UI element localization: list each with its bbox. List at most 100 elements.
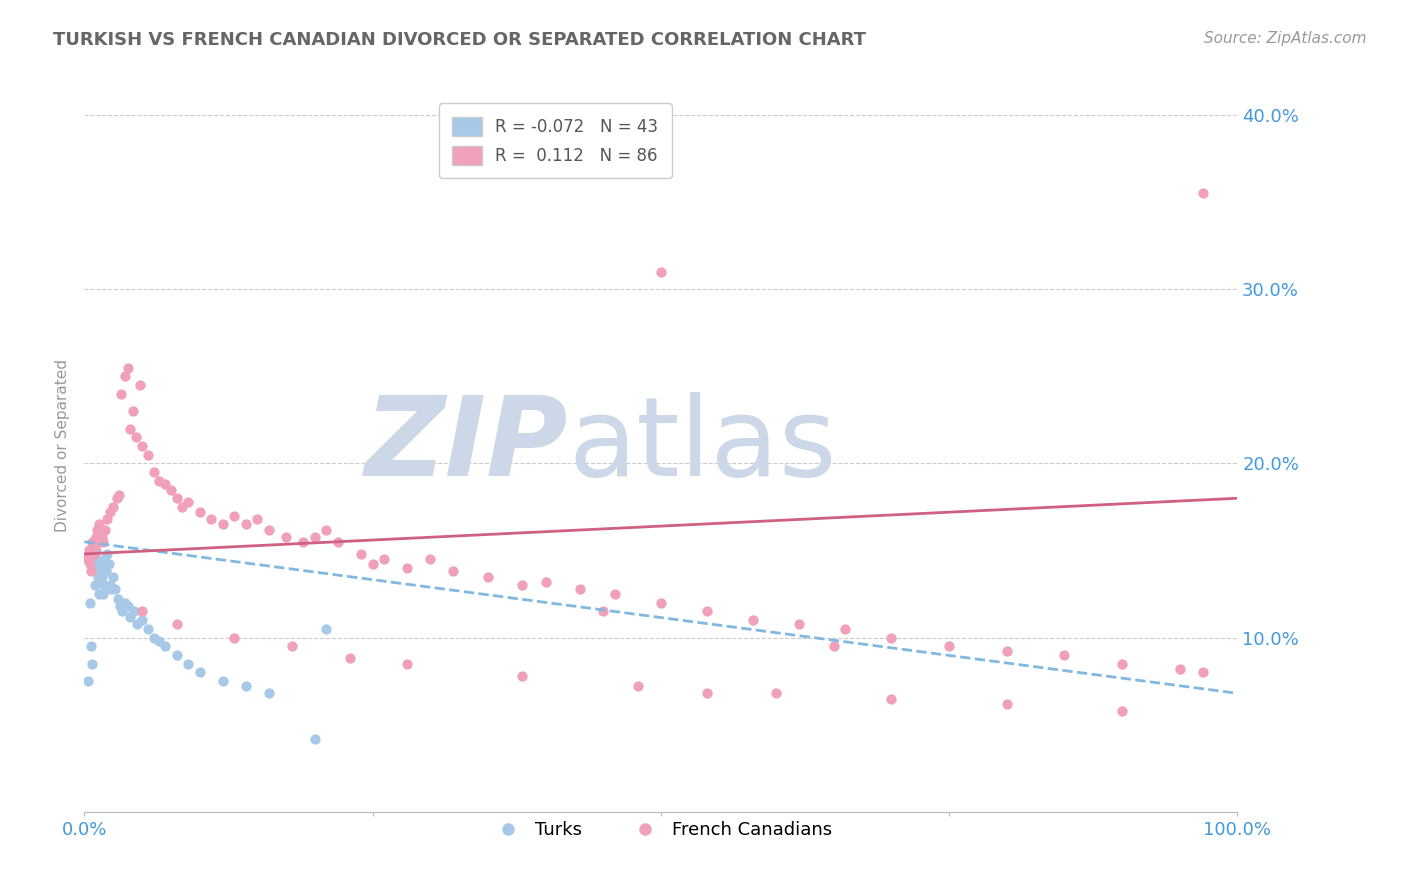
Point — [91, 587, 114, 601]
Point — [1191, 665, 1213, 680]
Point — [315, 622, 337, 636]
Point — [120, 421, 142, 435]
Text: Source: ZipAtlas.com: Source: ZipAtlas.com — [1204, 31, 1367, 46]
Point — [94, 552, 117, 566]
Point — [120, 609, 142, 624]
Point — [114, 369, 136, 384]
Point — [373, 552, 395, 566]
Point — [76, 674, 98, 689]
Point — [94, 523, 117, 537]
Point — [76, 552, 98, 566]
Point — [89, 526, 111, 541]
Point — [339, 651, 361, 665]
Point — [224, 508, 246, 523]
Point — [117, 360, 139, 375]
Point — [153, 640, 176, 654]
Point — [276, 530, 298, 544]
Point — [127, 616, 149, 631]
Point — [103, 500, 124, 514]
Point — [512, 669, 534, 683]
Point — [83, 547, 105, 561]
Point — [166, 616, 188, 631]
Point — [97, 558, 120, 572]
Text: atlas: atlas — [568, 392, 837, 500]
Point — [110, 386, 132, 401]
Point — [89, 587, 111, 601]
Point — [696, 604, 718, 618]
Point — [131, 439, 153, 453]
Point — [136, 448, 159, 462]
Point — [257, 523, 280, 537]
Point — [142, 465, 165, 479]
Point — [211, 674, 233, 689]
Point — [1111, 704, 1133, 718]
Point — [96, 565, 118, 579]
Point — [90, 530, 112, 544]
Point — [86, 523, 108, 537]
Text: ZIP: ZIP — [366, 392, 568, 500]
Point — [98, 578, 121, 592]
Point — [104, 582, 127, 596]
Point — [82, 657, 104, 671]
Point — [108, 599, 131, 614]
Point — [177, 657, 200, 671]
Point — [111, 604, 134, 618]
Legend: Turks, French Canadians: Turks, French Canadians — [482, 814, 839, 847]
Point — [86, 552, 108, 566]
Point — [83, 578, 105, 592]
Point — [80, 565, 103, 579]
Point — [125, 430, 148, 444]
Point — [142, 631, 165, 645]
Point — [87, 569, 110, 583]
Point — [93, 578, 115, 592]
Point — [98, 505, 121, 519]
Point — [1053, 648, 1076, 662]
Point — [136, 622, 159, 636]
Point — [211, 517, 233, 532]
Point — [1168, 662, 1191, 676]
Point — [235, 679, 257, 693]
Point — [100, 582, 122, 596]
Point — [534, 574, 557, 589]
Point — [304, 530, 326, 544]
Point — [107, 592, 129, 607]
Point — [80, 640, 103, 654]
Point — [512, 578, 534, 592]
Point — [148, 474, 170, 488]
Point — [91, 534, 114, 549]
Point — [396, 561, 419, 575]
Point — [96, 512, 118, 526]
Point — [292, 534, 315, 549]
Point — [569, 582, 592, 596]
Point — [742, 613, 765, 627]
Point — [419, 552, 441, 566]
Point — [995, 697, 1018, 711]
Point — [131, 604, 153, 618]
Point — [122, 604, 145, 618]
Point — [153, 477, 176, 491]
Point — [834, 622, 856, 636]
Point — [79, 596, 101, 610]
Point — [995, 644, 1018, 658]
Point — [96, 547, 118, 561]
Y-axis label: Divorced or Separated: Divorced or Separated — [55, 359, 70, 533]
Point — [200, 512, 222, 526]
Point — [114, 596, 136, 610]
Point — [880, 691, 903, 706]
Point — [304, 731, 326, 746]
Point — [315, 523, 337, 537]
Point — [90, 569, 112, 583]
Point — [257, 686, 280, 700]
Point — [224, 631, 246, 645]
Point — [235, 517, 257, 532]
Point — [131, 613, 153, 627]
Point — [650, 265, 672, 279]
Point — [938, 640, 960, 654]
Point — [121, 404, 143, 418]
Point — [650, 596, 672, 610]
Point — [477, 569, 499, 583]
Point — [87, 534, 110, 549]
Point — [166, 491, 188, 506]
Point — [108, 488, 131, 502]
Point — [592, 604, 614, 618]
